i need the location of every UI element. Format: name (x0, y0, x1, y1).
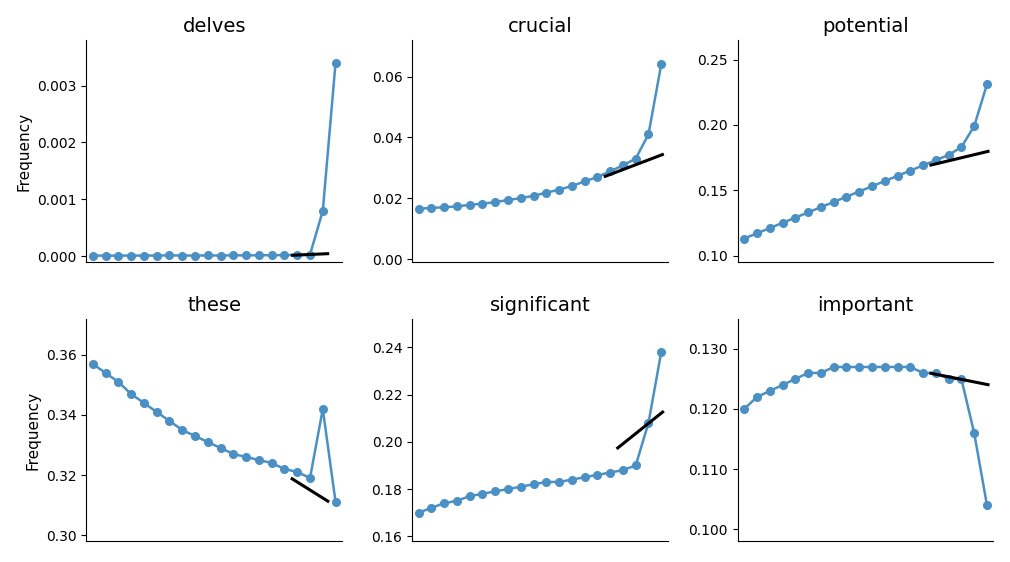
Y-axis label: Frequency: Frequency (25, 391, 40, 470)
Title: delves: delves (183, 17, 246, 35)
Title: these: these (187, 296, 241, 315)
Title: crucial: crucial (507, 17, 573, 35)
Title: significant: significant (490, 296, 590, 315)
Title: important: important (817, 296, 914, 315)
Y-axis label: Frequency: Frequency (17, 111, 31, 191)
Title: potential: potential (822, 17, 909, 35)
